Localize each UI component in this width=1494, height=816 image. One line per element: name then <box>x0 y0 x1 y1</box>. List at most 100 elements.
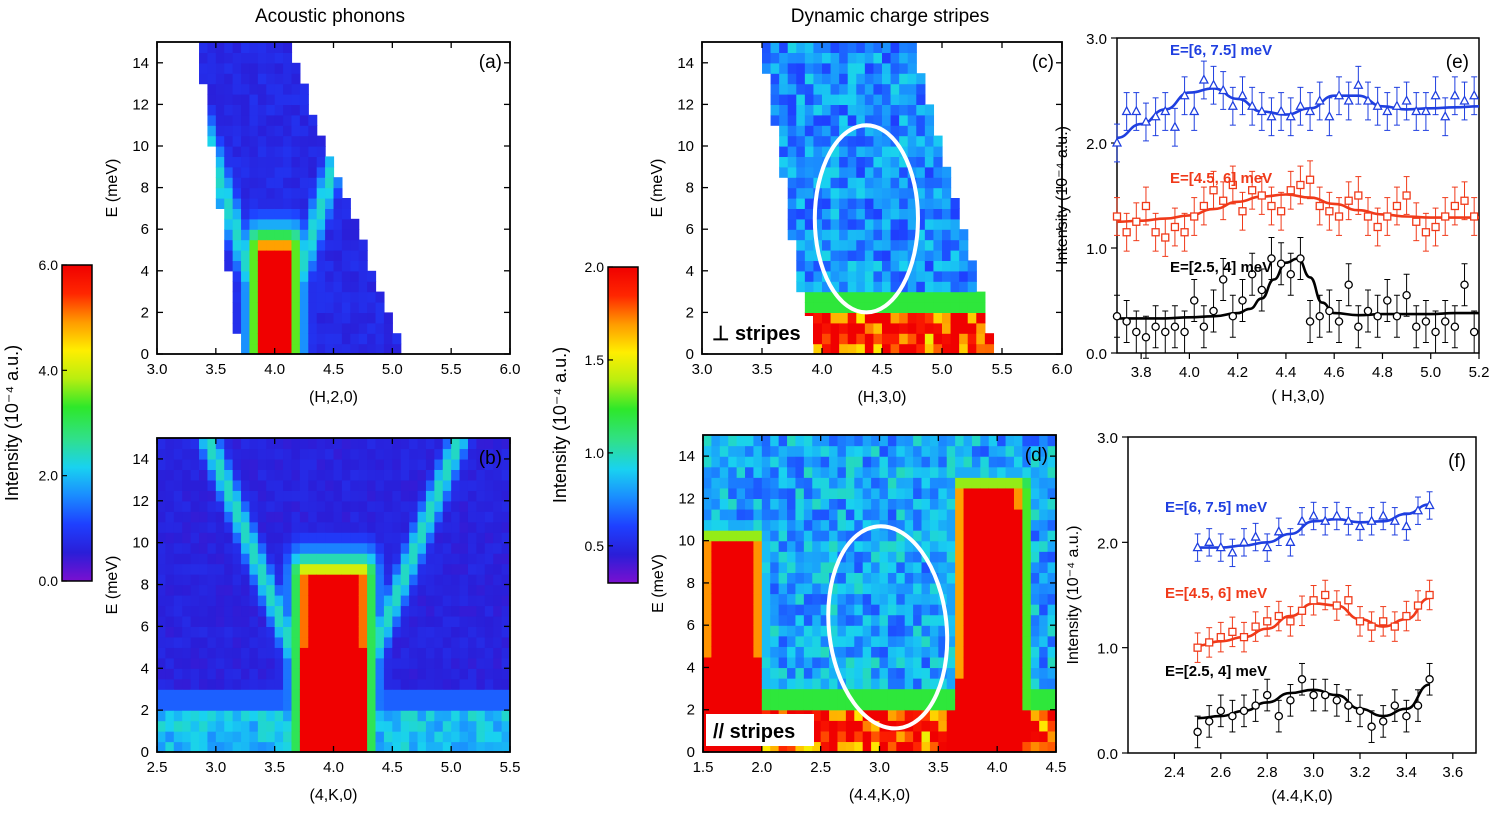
heatmap-cell <box>854 667 864 679</box>
heatmap-cell <box>1047 466 1057 478</box>
heatmap-cell <box>938 561 948 573</box>
heatmap-cell <box>955 667 965 679</box>
heatmap-cell <box>864 239 875 251</box>
heatmap-cell <box>350 291 360 303</box>
heatmap-cell <box>887 551 897 563</box>
heatmap-cell <box>207 636 217 648</box>
data-point <box>1332 696 1342 705</box>
heatmap-cell <box>451 458 461 470</box>
heatmap-cell <box>215 731 225 743</box>
heatmap-cell <box>845 709 855 721</box>
heatmap-cell <box>173 584 183 596</box>
heatmap-cell <box>173 626 183 638</box>
heatmap-cell <box>367 720 377 732</box>
heatmap-cell <box>967 260 977 272</box>
heatmap-cell <box>830 322 840 334</box>
heatmap-cell <box>266 52 276 64</box>
heatmap-cell <box>904 519 914 531</box>
heatmap-cell <box>873 208 883 220</box>
heatmap-cell <box>921 688 931 700</box>
heatmap-cell <box>804 250 815 261</box>
heatmap-cell <box>173 448 183 460</box>
heatmap-cell <box>501 731 511 743</box>
heatmap-cell <box>257 187 267 199</box>
heatmap-cell <box>896 678 906 690</box>
heatmap-cell <box>896 741 906 753</box>
heatmap-cell <box>942 270 952 282</box>
heatmap-cell <box>358 469 368 481</box>
heatmap-cell <box>1005 456 1015 468</box>
heatmap-cell <box>980 435 990 447</box>
heatmap-cell <box>283 636 293 648</box>
heatmap-cell <box>955 466 965 478</box>
heatmap-cell <box>283 208 293 220</box>
heatmap-cell <box>232 647 242 659</box>
heatmap-cell <box>890 94 900 105</box>
heatmap-cell <box>829 561 839 573</box>
heatmap-cell <box>955 741 965 753</box>
heatmap-cell <box>879 656 889 669</box>
heatmap-cell <box>249 94 259 105</box>
heatmap-cell <box>434 595 444 607</box>
heatmap-cell <box>350 479 360 491</box>
heatmap-cell <box>830 62 840 74</box>
heatmap-cell <box>249 229 259 241</box>
heatmap-cell <box>165 532 175 544</box>
data-point <box>1170 222 1180 232</box>
x-tick-label: 4.5 <box>872 361 893 378</box>
heatmap-cell <box>400 532 410 544</box>
heatmap-cell <box>308 166 318 178</box>
heatmap-cell <box>997 572 1007 584</box>
heatmap-cell <box>812 519 822 531</box>
heatmap-cell <box>899 322 909 334</box>
heatmap-cell <box>375 699 385 711</box>
heatmap-cell <box>215 114 225 126</box>
heatmap-cell <box>890 146 900 157</box>
heatmap-cell <box>778 498 788 510</box>
heatmap-cell <box>241 187 251 199</box>
heatmap-cell <box>299 125 309 137</box>
heatmap-cell <box>795 646 805 658</box>
heatmap-cell <box>822 166 832 178</box>
heatmap-cell <box>804 281 815 293</box>
heatmap-cell <box>955 561 965 573</box>
data-point <box>1250 531 1261 541</box>
heatmap-cell <box>929 699 939 711</box>
heatmap-cell <box>249 83 259 95</box>
heatmap-cell <box>199 458 209 470</box>
data-point <box>1160 105 1171 116</box>
heatmap-cell <box>795 445 805 457</box>
heatmap-cell <box>856 229 866 241</box>
heatmap-cell <box>291 689 301 701</box>
heatmap-cell <box>467 500 477 512</box>
heatmap-cell <box>375 563 385 575</box>
heatmap-cell <box>916 208 926 220</box>
heatmap-cell <box>224 521 234 533</box>
heatmap-cell <box>837 530 847 542</box>
heatmap-cell <box>350 260 360 272</box>
colorbar-gradient <box>607 266 639 584</box>
heatmap-cell <box>963 646 973 658</box>
heatmap-cell <box>736 604 746 616</box>
heatmap-cell <box>257 741 267 753</box>
heatmap-cell <box>837 498 847 510</box>
heatmap-cell <box>283 595 293 607</box>
heatmap-cell <box>299 636 309 648</box>
heatmap-cell <box>291 229 301 241</box>
heatmap-cell <box>1022 498 1032 510</box>
heatmap-cell <box>913 656 923 669</box>
heatmap-cell <box>988 508 998 521</box>
heatmap-cell <box>1047 561 1057 573</box>
heatmap-cell <box>916 125 926 137</box>
heatmap-cell <box>283 469 293 481</box>
heatmap-cell <box>308 720 318 732</box>
heatmap-cell <box>459 741 469 753</box>
heatmap-cell <box>417 626 427 638</box>
heatmap-cell <box>451 479 461 491</box>
heatmap-cell <box>795 614 805 626</box>
heatmap-cell <box>232 229 242 241</box>
heatmap-cell <box>266 532 276 544</box>
heatmap-cell <box>820 678 830 690</box>
heatmap-cell <box>924 156 935 168</box>
heatmap-cell <box>753 508 763 521</box>
